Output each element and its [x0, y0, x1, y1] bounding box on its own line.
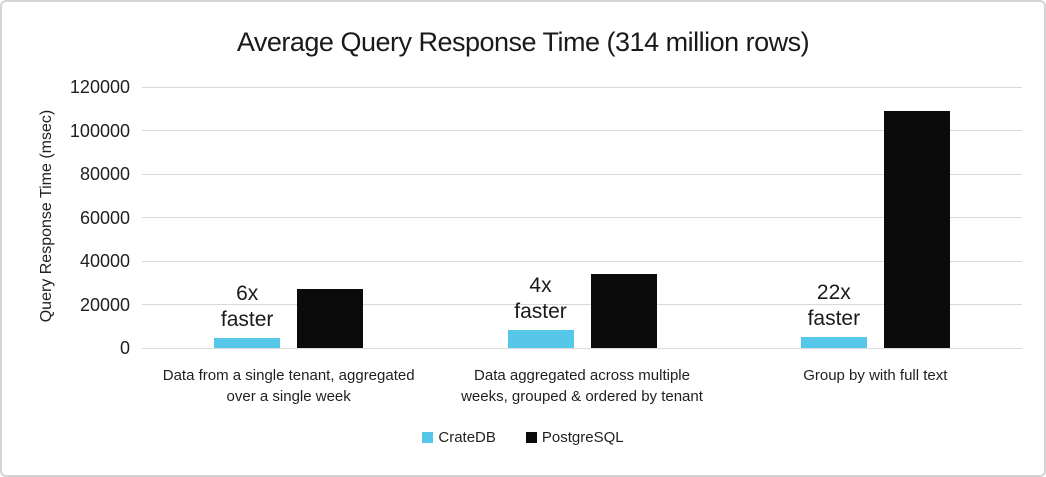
speedup-word: faster	[514, 300, 567, 324]
speedup-multiplier: 22x	[816, 281, 851, 305]
speedup-word: faster	[807, 307, 861, 331]
legend-label-cratedb: CrateDB	[438, 429, 496, 446]
gridline-120000	[142, 86, 1022, 88]
y-tick-label-20000: 20000	[79, 294, 130, 315]
bar-postgresql-group-2	[590, 274, 657, 348]
gridline-20000	[142, 304, 1022, 305]
y-tick-label-40000: 40000	[79, 251, 130, 271]
category-label-line: weeks, grouped & ordered by tenant	[461, 388, 703, 405]
y-tick-label-120000: 120000	[69, 77, 130, 97]
category-label-2: Data aggregated across multiple weeks, gr…	[417, 365, 747, 407]
y-tick-label-0: 0	[119, 338, 130, 358]
chart-title: Average Query Response Time (314 million…	[236, 27, 810, 57]
legend-item-cratedb: CrateDB	[422, 429, 496, 446]
category-label-1: Data from a single tenant, aggregated ove…	[124, 365, 454, 407]
bar-cratedb-group-2	[507, 330, 574, 348]
category-label-line: over a single week	[226, 388, 351, 405]
gridline-40000	[142, 260, 1022, 262]
bar-cratedb-group-1	[214, 338, 281, 348]
speedup-annotation-2: 4x faster	[471, 273, 611, 325]
gridline-100000	[142, 130, 1022, 131]
speedup-annotation-3: 22x faster	[764, 280, 904, 332]
legend-label-postgresql: PostgreSQL	[541, 429, 624, 446]
gridline-80000	[142, 173, 1022, 175]
legend: CrateDB PostgreSQL	[2, 429, 1044, 446]
gridline-0	[142, 347, 1022, 349]
category-label-line: Data aggregated across multiple	[474, 367, 690, 384]
y-tick-label-60000: 60000	[79, 207, 130, 228]
y-tick-label-80000: 80000	[79, 164, 130, 184]
speedup-annotation-1: 6x faster	[177, 281, 317, 333]
legend-swatch-postgresql	[525, 432, 537, 443]
bar-postgresql-group-3	[883, 110, 950, 348]
category-label-line: Group by with full text	[803, 367, 948, 384]
bar-postgresql-group-1	[297, 289, 364, 348]
speedup-word: faster	[220, 308, 274, 332]
legend-item-postgresql: PostgreSQL	[525, 429, 624, 446]
legend-swatch-cratedb	[422, 432, 434, 443]
speedup-multiplier: 6x	[236, 282, 259, 306]
speedup-multiplier: 4x	[529, 274, 552, 298]
category-label-3: Group by with full text	[710, 365, 1040, 386]
category-label-line: Data from a single tenant, aggregated	[162, 367, 415, 384]
gridline-60000	[142, 217, 1022, 218]
bar-cratedb-group-3	[800, 337, 867, 348]
y-tick-label-100000: 100000	[69, 120, 130, 141]
